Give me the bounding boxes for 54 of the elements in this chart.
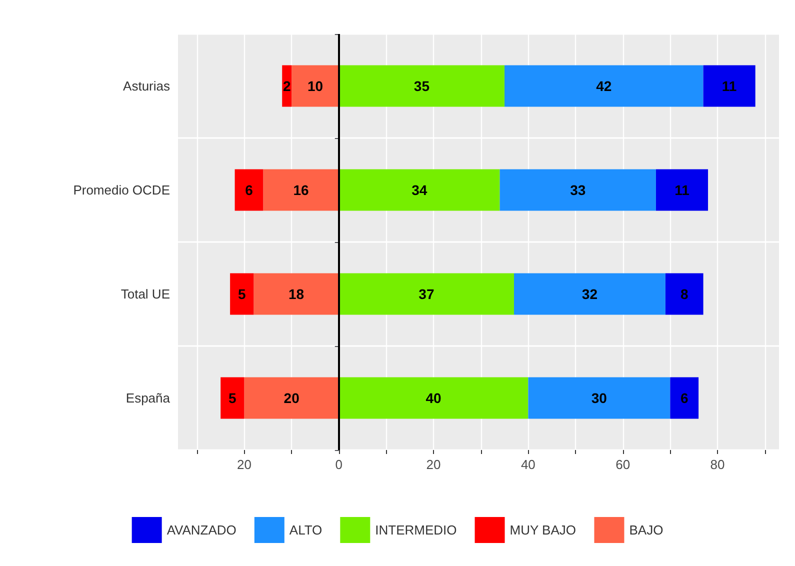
y-tick-label: España [126, 390, 171, 406]
bar [670, 377, 699, 419]
bar [254, 273, 339, 315]
bar [338, 169, 500, 211]
data-label: 40 [426, 390, 442, 406]
legend-label: BAJO [629, 522, 664, 538]
bar [263, 169, 339, 211]
x-tick-label: 0 [335, 457, 343, 472]
data-label: 20 [284, 390, 300, 406]
bar [230, 273, 254, 315]
data-label: 34 [412, 182, 428, 198]
legend-label: MUY BAJO [510, 522, 576, 538]
bar [656, 169, 708, 211]
bar [665, 273, 704, 315]
bar [528, 377, 670, 419]
data-label: 6 [680, 390, 688, 406]
data-label: 42 [596, 78, 612, 94]
data-label: 5 [238, 286, 246, 302]
data-label: 16 [293, 182, 310, 198]
bar [500, 169, 656, 211]
data-label: 5 [228, 390, 237, 406]
bar [220, 377, 244, 419]
x-tick-label: 20 [426, 457, 441, 472]
legend-label: AVANZADO [166, 522, 236, 538]
data-label: 2 [282, 78, 291, 94]
bar [338, 65, 505, 107]
data-label: 32 [582, 286, 598, 302]
data-label: 8 [680, 286, 688, 302]
bar [244, 377, 339, 419]
data-label: 10 [307, 78, 324, 94]
y-tick-label: Asturias [123, 78, 170, 94]
bar [338, 377, 528, 419]
bar [338, 273, 514, 315]
data-label: 35 [414, 78, 430, 94]
x-tick-label: 20 [237, 457, 252, 472]
data-label: 6 [245, 182, 254, 198]
data-label: 33 [570, 182, 586, 198]
data-label: 11 [722, 78, 737, 94]
x-tick-label: 80 [710, 457, 725, 472]
x-tick-label: 60 [616, 457, 630, 472]
y-tick-label: Total UE [120, 286, 170, 302]
data-label: 11 [674, 182, 690, 198]
x-tick-label: 40 [520, 457, 536, 472]
y-tick-label: Promedio OCDE [73, 182, 170, 198]
bar [504, 65, 704, 107]
legend-label: INTERMEDIO [375, 522, 457, 538]
data-label: 18 [288, 286, 304, 302]
data-label: 37 [418, 286, 434, 302]
bar [292, 65, 339, 107]
data-label: 30 [591, 390, 608, 406]
bar [514, 273, 666, 315]
bar [234, 169, 264, 211]
bar [703, 65, 756, 107]
legend-label: ALTO [289, 522, 322, 538]
